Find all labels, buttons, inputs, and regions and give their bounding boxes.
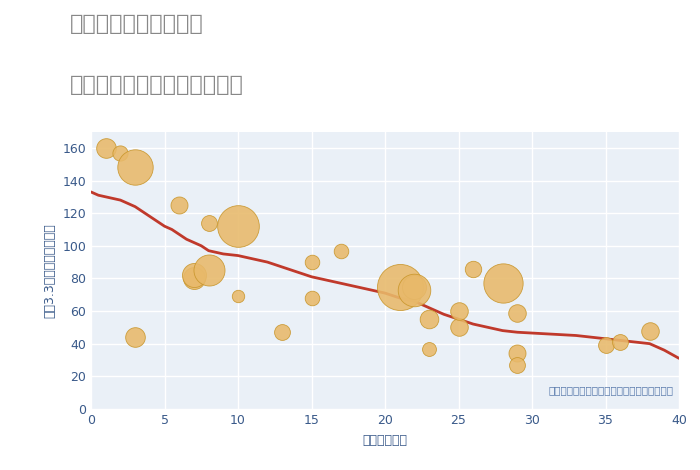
Y-axis label: 坪（3.3㎡）単価（万円）: 坪（3.3㎡）単価（万円）	[43, 223, 57, 318]
Point	[424, 315, 435, 323]
X-axis label: 築年数（年）: 築年数（年）	[363, 434, 407, 446]
Point	[512, 350, 523, 357]
Point	[306, 294, 317, 302]
Point	[203, 219, 214, 227]
Point	[203, 266, 214, 274]
Text: 円の大きさは、取引のあった物件面積を示す: 円の大きさは、取引のあった物件面積を示す	[548, 385, 673, 395]
Point	[453, 307, 464, 315]
Point	[512, 309, 523, 316]
Text: 築年数別中古マンション価格: 築年数別中古マンション価格	[70, 75, 244, 95]
Point	[600, 342, 611, 349]
Point	[188, 271, 199, 279]
Point	[644, 327, 655, 334]
Point	[615, 338, 626, 346]
Point	[335, 247, 346, 254]
Point	[276, 329, 288, 336]
Point	[394, 283, 405, 290]
Point	[409, 283, 420, 290]
Point	[130, 333, 141, 341]
Point	[424, 345, 435, 352]
Point	[409, 286, 420, 294]
Point	[130, 164, 141, 171]
Point	[232, 293, 244, 300]
Point	[497, 280, 508, 287]
Point	[232, 222, 244, 230]
Text: 奈良県奈良市川上町の: 奈良県奈良市川上町の	[70, 14, 204, 34]
Point	[468, 265, 479, 273]
Point	[306, 258, 317, 266]
Point	[188, 274, 199, 282]
Point	[512, 361, 523, 368]
Point	[453, 323, 464, 331]
Point	[115, 149, 126, 157]
Point	[100, 144, 111, 152]
Point	[174, 201, 185, 209]
